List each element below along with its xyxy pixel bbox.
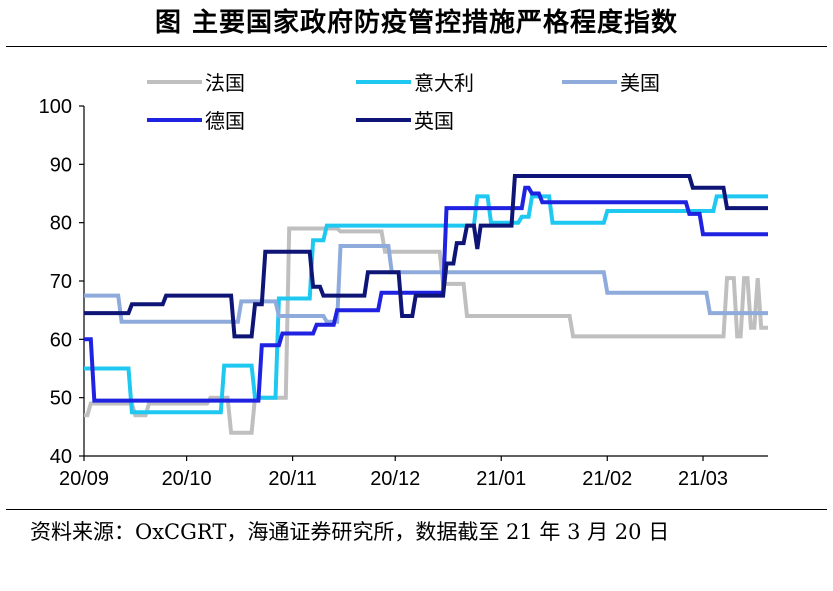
source-rule <box>6 509 827 510</box>
y-tick-label: 80 <box>50 213 72 235</box>
title-rule <box>6 46 827 47</box>
x-tick-label: 20/11 <box>268 468 317 490</box>
y-tick-label: 60 <box>50 329 72 351</box>
x-tick-label: 21/01 <box>476 468 526 490</box>
chart-axes: 40 50 60 70 80 90 100 20/09 20/10 20/11 20/12 21/01… <box>39 96 768 490</box>
x-tick-label: 20/12 <box>370 468 420 490</box>
x-tick-label: 20/10 <box>162 468 212 490</box>
y-tick-label: 70 <box>50 271 72 293</box>
line-chart: 40 50 60 70 80 90 100 20/09 20/10 20/11 20/12 21/01… <box>39 72 768 490</box>
series-line-5 <box>84 174 768 339</box>
series-line-1 <box>84 226 768 435</box>
legend-label: 英国 <box>414 110 454 133</box>
x-tick-label: 20/09 <box>59 468 109 490</box>
series-line-2 <box>84 194 768 415</box>
chart-title: 图 主要国家政府防疫管控措施严格程度指数 <box>154 8 679 38</box>
y-tick-label: 50 <box>50 388 72 410</box>
legend-label: 法国 <box>205 72 245 95</box>
y-tick-label: 100 <box>39 96 72 118</box>
legend-label: 意大利 <box>414 72 474 95</box>
x-tick-label: 21/02 <box>582 468 632 490</box>
source-note: 资料来源：OxCGRT，海通证券研究所，数据截至 21 年 3 月 20 日 <box>30 520 670 544</box>
legend-label: 德国 <box>205 110 245 133</box>
series-line-3 <box>84 244 768 324</box>
x-tick-label: 21/03 <box>678 468 728 490</box>
series-line-4 <box>84 185 768 403</box>
y-tick-label: 40 <box>50 446 72 468</box>
chart-series <box>84 174 768 435</box>
legend-label: 美国 <box>620 72 660 95</box>
y-tick-label: 90 <box>50 154 72 176</box>
